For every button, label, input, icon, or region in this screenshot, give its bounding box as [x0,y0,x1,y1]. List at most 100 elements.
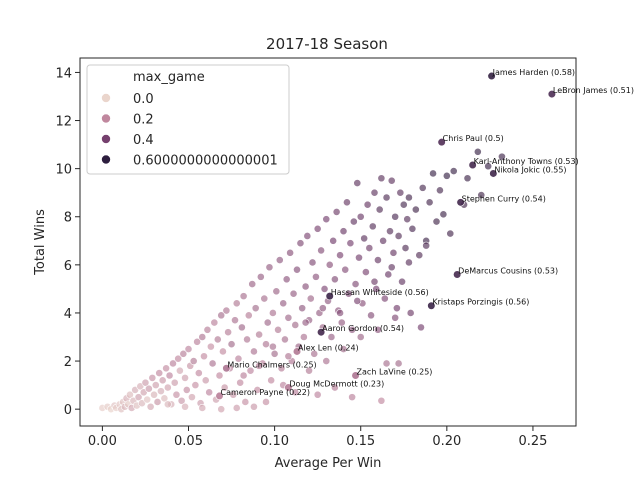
data-point [386,227,394,236]
data-point [303,232,312,240]
data-point [206,342,215,351]
x-tick-label: 0.10 [260,434,289,449]
data-point [144,384,153,393]
data-point [241,398,250,406]
data-point [330,275,339,284]
point-annotation: Aaron Gordon (0.54) [322,324,404,333]
y-axis: 0 2 4 6 8 10 12 14 [55,66,80,418]
labeled-data-point [351,371,360,380]
data-point [169,359,177,368]
y-tick-label: 0 [64,403,72,418]
data-point [418,183,427,192]
data-point [310,349,319,358]
data-point [231,316,239,325]
data-point [270,349,279,358]
point-annotation: Hassan Whiteside (0.56) [331,288,429,297]
data-point [391,212,400,221]
annotations-layer: James Harden (0.58) LeBron James (0.51) Ch… [221,68,634,397]
data-point [308,258,317,267]
data-point [356,333,365,341]
data-point [320,285,329,293]
data-point [262,340,270,349]
point-annotation: Mario Chalmers (0.25) [227,360,316,369]
chart-title: 2017-18 Season [266,35,388,53]
x-tick-label: 0.05 [174,434,203,449]
y-tick-label: 4 [64,307,72,322]
data-point [399,200,408,209]
data-point [422,241,431,250]
data-point [377,396,386,405]
data-point [391,313,400,322]
data-point [305,366,313,375]
data-point [425,198,434,207]
data-point [220,383,229,392]
data-point [234,354,243,363]
data-point [151,381,160,390]
legend-entry-label: 0.2 [133,113,154,128]
data-point [389,248,398,257]
data-point [279,299,288,308]
data-point [312,272,320,281]
data-point [484,162,493,171]
data-point [299,333,308,341]
point-annotation: Stephen Curry (0.54) [462,194,546,203]
y-tick-label: 14 [55,66,72,81]
data-point [291,388,300,397]
data-point [408,224,417,233]
data-point [253,386,262,394]
data-point [256,272,265,281]
data-point [343,198,351,207]
points-layer [98,71,556,414]
legend: max_game 0.0 0.2 0.4 0.6000000000000001 [86,64,290,175]
data-point [325,260,334,269]
data-point [370,277,379,286]
data-point [332,208,341,216]
data-point [284,352,293,361]
data-point [134,393,143,402]
data-point [165,371,174,380]
data-point [353,179,362,187]
data-point [262,398,270,406]
labeled-data-point [215,391,224,401]
data-point [250,347,258,356]
x-axis: 0.00 0.05 0.10 0.15 0.20 0.25 [88,426,547,449]
data-point [473,147,482,156]
data-point [322,357,331,365]
point-annotation: Kristaps Porzingis (0.56) [432,298,529,307]
data-point [298,304,307,313]
x-tick-label: 0.20 [432,434,461,449]
data-point [361,268,370,276]
x-axis-label: Average Per Win [275,456,382,471]
data-point [301,318,310,327]
data-point [377,174,386,183]
data-point [193,337,202,346]
data-point [387,263,396,272]
data-point [215,371,224,380]
data-point [181,373,189,382]
data-point [322,215,331,224]
data-point [191,381,200,390]
data-point [387,176,396,185]
data-point [306,294,315,303]
data-point [265,263,274,272]
data-point [236,378,245,387]
data-point [336,309,344,317]
labeled-data-point [325,292,334,301]
data-point [243,335,251,344]
data-point [250,402,258,411]
data-point [356,212,365,221]
labeled-data-point [437,138,446,147]
data-point [327,333,336,341]
data-point [282,275,291,284]
data-point [380,294,389,303]
data-point [201,376,210,385]
data-point [163,400,172,409]
data-point [498,152,506,161]
data-point [429,169,437,178]
data-point [337,318,346,327]
data-point [365,244,374,252]
data-point [317,246,326,255]
data-point [401,244,410,252]
data-point [213,335,222,344]
